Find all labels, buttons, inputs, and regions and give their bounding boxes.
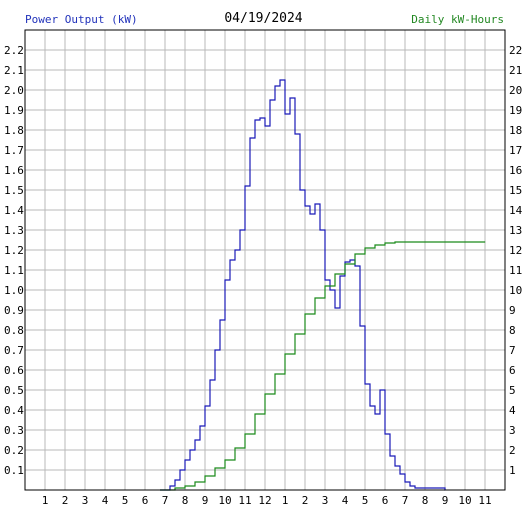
grid [25,30,505,490]
right-y-tick-label: 12 [509,244,522,257]
power-series-line [160,79,446,491]
right-axis-title: Daily kW-Hours [411,13,504,26]
left-y-tick-label: 0.2 [4,444,24,457]
x-tick-label: 6 [142,494,149,507]
x-tick-label: 3 [82,494,89,507]
x-tick-label: 12 [258,494,271,507]
x-tick-label: 7 [402,494,409,507]
left-y-tick-label: 0.7 [4,344,24,357]
x-ticks: 1 2 3 4 5 6 7 8 9 10 11 12 1 2 3 4 5 6 7 8 9 10 11 [42,494,492,507]
x-tick-label: 11 [478,494,491,507]
right-y-tick-label: 4 [509,404,516,417]
x-tick-label: 2 [62,494,69,507]
x-tick-label: 1 [282,494,289,507]
right-y-tick-label: 14 [509,204,523,217]
x-tick-label: 4 [102,494,109,507]
right-y-tick-label: 3 [509,424,516,437]
right-y-tick-label: 1 [509,464,516,477]
left-y-tick-label: 0.8 [4,324,24,337]
x-tick-label: 10 [218,494,231,507]
left-y-ticks: 0.1 0.2 0.3 0.4 0.5 0.6 0.7 0.8 0.9 1.0 1.1 1.2 1.3 1… [4,44,24,477]
x-tick-label: 7 [162,494,169,507]
left-y-tick-label: 0.5 [4,384,24,397]
plot-frame [24,29,506,491]
right-y-tick-label: 15 [509,184,522,197]
left-y-tick-label: 2.0 [4,84,24,97]
right-y-tick-label: 20 [509,84,522,97]
left-y-tick-label: 1.2 [4,244,24,257]
x-tick-label: 10 [458,494,471,507]
left-y-tick-label: 0.1 [4,464,24,477]
left-axis-title: Power Output (kW) [25,13,138,26]
left-y-tick-label: 0.4 [4,404,24,417]
left-y-tick-label: 1.0 [4,284,24,297]
right-y-tick-label: 10 [509,284,522,297]
left-y-tick-label: 1.9 [4,104,24,117]
left-y-tick-label: 1.5 [4,184,24,197]
right-y-tick-label: 22 [509,44,522,57]
left-y-tick-label: 1.1 [4,264,24,277]
right-y-tick-label: 13 [509,224,522,237]
right-y-tick-label: 16 [509,164,522,177]
x-tick-label: 8 [182,494,189,507]
right-y-tick-label: 5 [509,384,516,397]
right-y-tick-label: 11 [509,264,522,277]
x-tick-label: 2 [302,494,309,507]
right-y-tick-label: 19 [509,104,522,117]
left-y-tick-label: 1.6 [4,164,24,177]
x-tick-label: 9 [202,494,209,507]
right-y-tick-label: 2 [509,444,516,457]
x-tick-label: 8 [422,494,429,507]
left-y-tick-label: 1.4 [4,204,24,217]
x-tick-label: 3 [322,494,329,507]
energy-series-line [160,241,486,491]
x-tick-label: 6 [382,494,389,507]
left-y-tick-label: 2.1 [4,64,24,77]
chart-date-title: 04/19/2024 [224,11,303,26]
right-y-tick-label: 7 [509,344,516,357]
left-y-tick-label: 1.3 [4,224,24,237]
x-tick-label: 11 [238,494,251,507]
right-y-tick-label: 6 [509,364,516,377]
left-y-tick-label: 0.6 [4,364,24,377]
left-y-tick-label: 1.8 [4,124,24,137]
left-y-tick-label: 2.2 [4,44,24,57]
left-y-tick-label: 0.3 [4,424,24,437]
right-y-tick-label: 17 [509,144,522,157]
x-tick-label: 5 [122,494,129,507]
x-tick-label: 1 [42,494,49,507]
left-y-tick-label: 1.7 [4,144,24,157]
right-y-tick-label: 9 [509,304,516,317]
x-tick-label: 4 [342,494,349,507]
right-y-tick-label: 8 [509,324,516,337]
x-tick-label: 9 [442,494,449,507]
x-tick-label: 5 [362,494,369,507]
left-y-tick-label: 0.9 [4,304,24,317]
right-y-tick-label: 18 [509,124,522,137]
right-y-tick-label: 21 [509,64,522,77]
series [160,79,486,491]
